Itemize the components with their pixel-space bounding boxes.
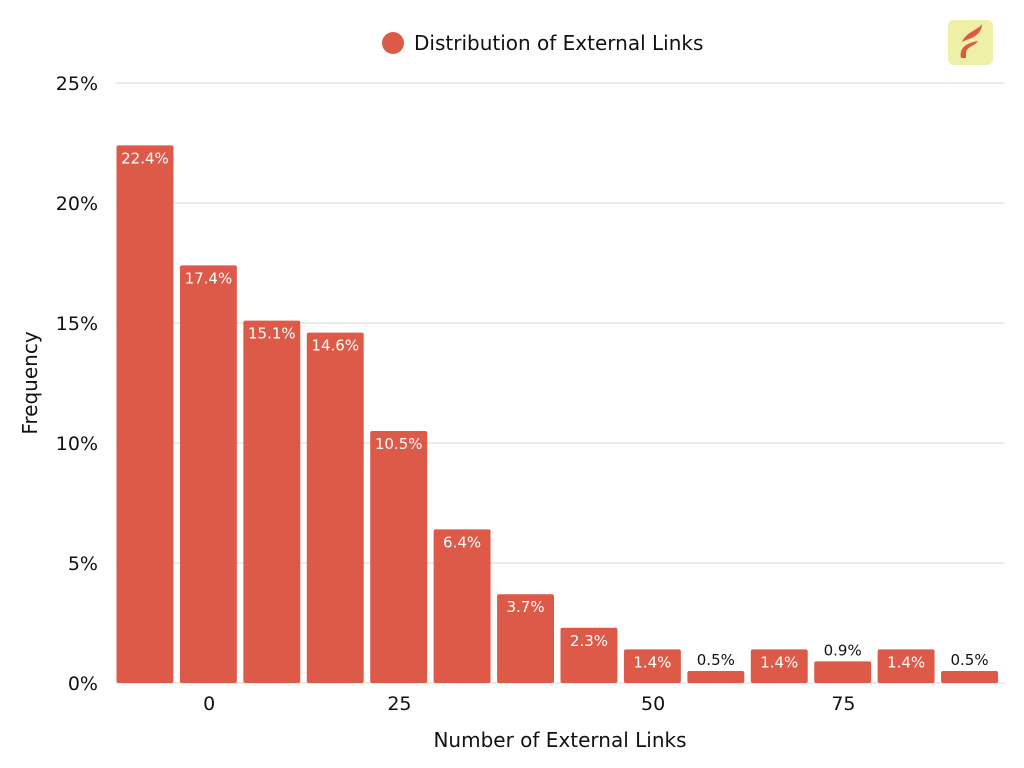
data-label: 0.5% bbox=[950, 651, 988, 669]
data-label: 2.3% bbox=[570, 632, 608, 650]
bar bbox=[877, 649, 935, 683]
data-label: 15.1% bbox=[248, 325, 296, 343]
bar bbox=[433, 529, 491, 683]
y-tick-label: 20% bbox=[56, 193, 98, 215]
y-tick-label: 15% bbox=[56, 313, 98, 335]
bar bbox=[560, 627, 618, 683]
legend-swatch bbox=[382, 32, 404, 54]
bar bbox=[941, 671, 998, 683]
data-label: 6.4% bbox=[443, 533, 481, 551]
data-label: 14.6% bbox=[311, 337, 359, 355]
y-tick-label: 10% bbox=[56, 433, 98, 455]
data-label: 0.9% bbox=[824, 641, 862, 659]
y-tick-label: 25% bbox=[56, 73, 98, 95]
y-axis-label: Frequency bbox=[18, 331, 42, 434]
x-axis-ticks: 0 25 50 75 bbox=[203, 693, 855, 715]
data-label: 10.5% bbox=[375, 435, 423, 453]
data-label: 22.4% bbox=[121, 149, 169, 167]
bar bbox=[243, 320, 301, 683]
data-label: 1.4% bbox=[887, 653, 925, 671]
flame-logo bbox=[948, 20, 993, 65]
x-axis-label: Number of External Links bbox=[433, 728, 686, 752]
legend-label: Distribution of External Links bbox=[414, 31, 703, 55]
data-label: 3.7% bbox=[506, 598, 544, 616]
data-label: 1.4% bbox=[633, 653, 671, 671]
data-labels: 22.4% 17.4% 15.1% 14.6% 10.5% 6.4% 3.7% 2.3% 1.4… bbox=[121, 149, 988, 671]
bar bbox=[623, 649, 681, 683]
x-tick-label: 25 bbox=[387, 693, 411, 715]
bars bbox=[116, 145, 998, 683]
bar bbox=[179, 265, 237, 683]
y-tick-label: 0% bbox=[68, 673, 98, 695]
data-label: 0.5% bbox=[697, 651, 735, 669]
x-tick-label: 0 bbox=[203, 693, 215, 715]
y-tick-label: 5% bbox=[68, 553, 98, 575]
x-tick-label: 75 bbox=[831, 693, 855, 715]
bar bbox=[370, 431, 428, 683]
y-axis-ticks: 0% 5% 10% 15% 20% 25% bbox=[56, 73, 98, 695]
legend: Distribution of External Links bbox=[382, 31, 703, 55]
x-tick-label: 50 bbox=[641, 693, 665, 715]
data-label: 17.4% bbox=[185, 269, 233, 287]
bar bbox=[750, 649, 808, 683]
bar bbox=[306, 332, 364, 683]
bar bbox=[814, 661, 872, 683]
data-label: 1.4% bbox=[760, 653, 798, 671]
bar bbox=[116, 145, 174, 683]
bar bbox=[687, 671, 745, 683]
bar bbox=[497, 594, 554, 683]
